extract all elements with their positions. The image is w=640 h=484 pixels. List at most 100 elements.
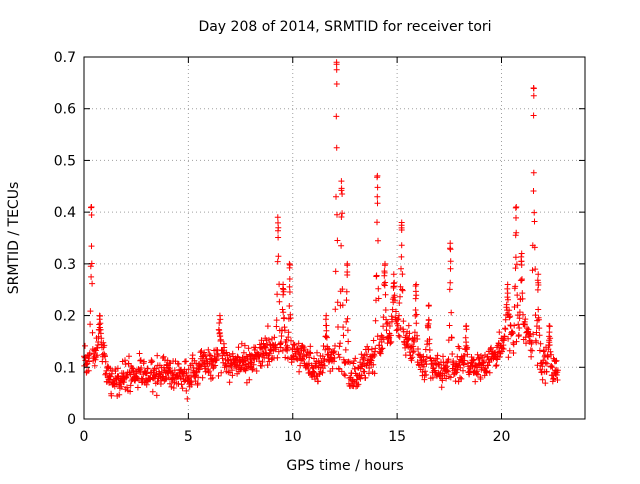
data-point: [396, 333, 403, 340]
data-point: [127, 388, 134, 395]
data-point: [399, 287, 406, 294]
data-point: [340, 324, 347, 331]
data-point: [382, 279, 389, 286]
data-point: [160, 353, 167, 360]
data-point: [333, 66, 340, 73]
data-point: [539, 363, 546, 370]
data-point: [481, 372, 488, 379]
data-point: [531, 209, 538, 216]
data-point: [307, 350, 314, 357]
data-point: [447, 374, 454, 381]
x-tick-label: 10: [284, 429, 302, 445]
data-point: [361, 368, 368, 375]
data-point: [396, 312, 402, 319]
data-point: [510, 350, 517, 356]
data-point: [97, 320, 104, 327]
data-point: [306, 349, 313, 356]
data-point: [222, 360, 229, 367]
data-point: [505, 354, 512, 361]
data-point: [184, 395, 191, 402]
data-point: [375, 285, 382, 292]
data-point: [370, 361, 377, 368]
data-point: [265, 336, 272, 343]
data-point: [533, 329, 540, 336]
data-point: [195, 374, 202, 381]
data-point: [362, 374, 369, 381]
data-point: [520, 311, 526, 318]
plot-frame: [83, 56, 586, 420]
data-point: [413, 320, 420, 327]
data-point: [378, 346, 385, 353]
data-point: [189, 352, 196, 359]
data-point: [102, 353, 108, 360]
data-point: [194, 380, 201, 387]
data-point: [416, 362, 423, 369]
data-point: [375, 237, 381, 244]
data-point: [106, 379, 113, 386]
data-point: [523, 340, 529, 347]
data-point: [493, 362, 500, 369]
data-point: [453, 369, 460, 376]
data-point: [405, 336, 412, 343]
data-point: [126, 353, 132, 360]
data-point: [96, 321, 103, 328]
data-point: [542, 359, 549, 366]
data-point: [379, 345, 386, 352]
data-point: [279, 306, 286, 313]
data-point: [334, 237, 341, 244]
data-point: [396, 300, 403, 306]
data-point: [393, 327, 400, 334]
data-point: [512, 232, 519, 239]
data-point: [399, 271, 406, 278]
data-point: [389, 306, 396, 313]
data-point: [417, 354, 424, 361]
data-point: [553, 357, 560, 364]
data-point: [136, 350, 143, 357]
data-point: [220, 350, 227, 357]
data-point: [399, 286, 406, 293]
data-point: [277, 344, 284, 351]
data-point: [89, 329, 96, 336]
data-point: [264, 362, 271, 369]
data-point: [366, 365, 373, 371]
data-point: [323, 327, 330, 334]
data-point: [512, 254, 519, 261]
data-point: [180, 371, 187, 377]
data-point: [429, 374, 436, 381]
data-point: [544, 360, 550, 367]
data-point: [102, 358, 109, 365]
data-point: [515, 321, 522, 328]
data-point: [205, 366, 211, 373]
data-point: [470, 356, 477, 363]
data-point: [423, 371, 430, 378]
data-point: [202, 353, 209, 360]
data-point: [506, 307, 513, 314]
data-point: [414, 336, 421, 342]
data-point: [338, 214, 345, 220]
data-point: [344, 262, 351, 269]
data-point: [505, 296, 511, 303]
data-point: [411, 329, 418, 336]
data-point: [371, 370, 378, 377]
data-point: [323, 322, 329, 329]
data-point: [143, 381, 150, 388]
data-point: [530, 188, 537, 194]
data-point: [241, 357, 248, 364]
data-point: [351, 358, 357, 364]
data-point: [206, 368, 212, 375]
data-point: [240, 349, 247, 356]
data-point: [371, 352, 378, 359]
data-point: [426, 336, 433, 343]
data-point: [167, 380, 173, 387]
data-point: [400, 318, 407, 325]
data-point: [372, 317, 379, 324]
data-point: [365, 346, 372, 353]
data-point: [535, 271, 542, 278]
data-point: [331, 358, 337, 365]
data-point: [323, 333, 330, 340]
data-point: [339, 286, 346, 293]
data-point: [286, 283, 293, 290]
data-point: [250, 361, 257, 368]
data-point: [460, 367, 466, 374]
data-point: [339, 191, 346, 197]
